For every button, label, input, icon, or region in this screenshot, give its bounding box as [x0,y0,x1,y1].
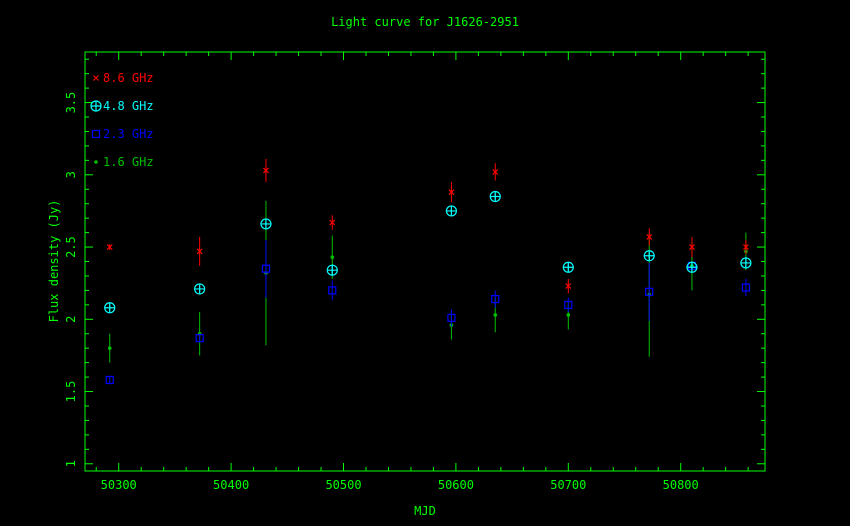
data-point-2-3-ghz [645,287,654,296]
data-point-1-6-ghz [107,346,112,350]
series-1-6-ghz [107,200,748,363]
data-point-2-3-ghz [195,333,204,343]
data-point-8-6-ghz [742,244,749,250]
data-point-4-8-ghz-cross [490,191,501,202]
data-point-4-8-ghz-cross [194,283,205,294]
axis-ticks [85,52,765,471]
data-point-2-3-ghz [741,283,750,292]
x-tick-label: 50800 [663,478,699,492]
data-point-2-3-ghz [564,300,573,309]
data-point-4-8-ghz [686,261,698,273]
data-point-8-6-ghz [492,168,499,175]
data-point-4-8-ghz [326,264,338,276]
data-point-4-8-ghz-cross [327,265,338,276]
legend-label-4-8-ghz: 4.8 GHz [103,99,154,113]
data-point-4-8-ghz [562,261,574,273]
data-point-4-8-ghz-cross [260,218,271,229]
legend-label-1-6-ghz: 1.6 GHz [103,155,154,169]
data-point-2-3-ghz [328,286,337,295]
data-point-2-3-ghz [105,375,114,385]
y-tick-label: 1.5 [64,381,78,403]
series-2-3-ghz [105,239,750,385]
data-point-4-8-ghz [104,302,116,314]
data-point-1-6-ghz [566,313,571,317]
y-tick-label: 2.5 [64,236,78,258]
legend-marker-4-8-ghz-cross [91,101,101,111]
chart-title: Light curve for J1626-2951 [331,15,519,29]
data-point-2-3-ghz [261,264,271,273]
legend-label-8-6-ghz: 8.6 GHz [103,71,154,85]
data-point-4-8-ghz [740,257,752,269]
x-tick-label: 50500 [325,478,361,492]
legend-marker-8-6-ghz [93,75,99,81]
data-point-4-8-ghz-cross [686,262,697,273]
plot-frame [84,51,766,472]
x-axis-label: MJD [414,504,436,518]
x-tick-label: 50600 [438,478,474,492]
data-point-4-8-ghz-cross [740,257,751,268]
data-point-4-8-ghz-cross [563,262,574,273]
legend-marker-2-3-ghz [91,129,101,139]
data-point-8-6-ghz [196,248,203,255]
data-point-8-6-ghz [448,189,455,196]
data-point-4-8-ghz-cross [104,302,115,313]
y-tick-label: 1 [64,460,78,467]
data-point-8-6-ghz [565,283,572,289]
data-point-8-6-ghz [263,167,269,174]
y-tick-label: 2 [64,316,78,323]
data-point-4-8-ghz-cross [644,250,655,261]
legend-marker-1-6-ghz [94,160,98,164]
data-point-4-8-ghz [194,283,206,295]
data-point-4-8-ghz [260,218,272,230]
x-tick-label: 50300 [101,478,137,492]
y-tick-label: 3 [64,171,78,178]
data-series [104,158,752,385]
data-point-4-8-ghz [445,205,458,217]
legend-marker-4-8-ghz [90,100,102,112]
data-point-8-6-ghz [329,219,336,226]
data-point-8-6-ghz [106,244,113,250]
legend: 8.6 GHz 4.8 GHz 2.3 GHz 1.6 GHz [90,71,154,169]
data-point-4-8-ghz-cross [446,205,457,216]
series-8-6-ghz [106,158,749,294]
data-point-1-6-ghz [330,255,335,259]
axis-tick-labels: 50300 50400 50500 50600 50700 50800 1 1.5 2 2.5 3 3… [64,92,699,492]
y-tick-label: 3.5 [64,92,78,114]
series-4-8-ghz [104,190,752,314]
data-point-4-8-ghz [643,250,655,262]
data-point-2-3-ghz [447,313,456,322]
data-point-1-6-ghz [493,313,498,317]
x-tick-label: 50700 [550,478,586,492]
data-point-2-3-ghz [491,294,500,304]
data-point-8-6-ghz [689,244,695,250]
data-point-8-6-ghz [646,234,653,240]
x-tick-label: 50400 [213,478,249,492]
legend-label-2-3-ghz: 2.3 GHz [103,127,154,141]
y-axis-label: Flux density (Jy) [47,200,61,323]
data-point-4-8-ghz [489,190,501,203]
